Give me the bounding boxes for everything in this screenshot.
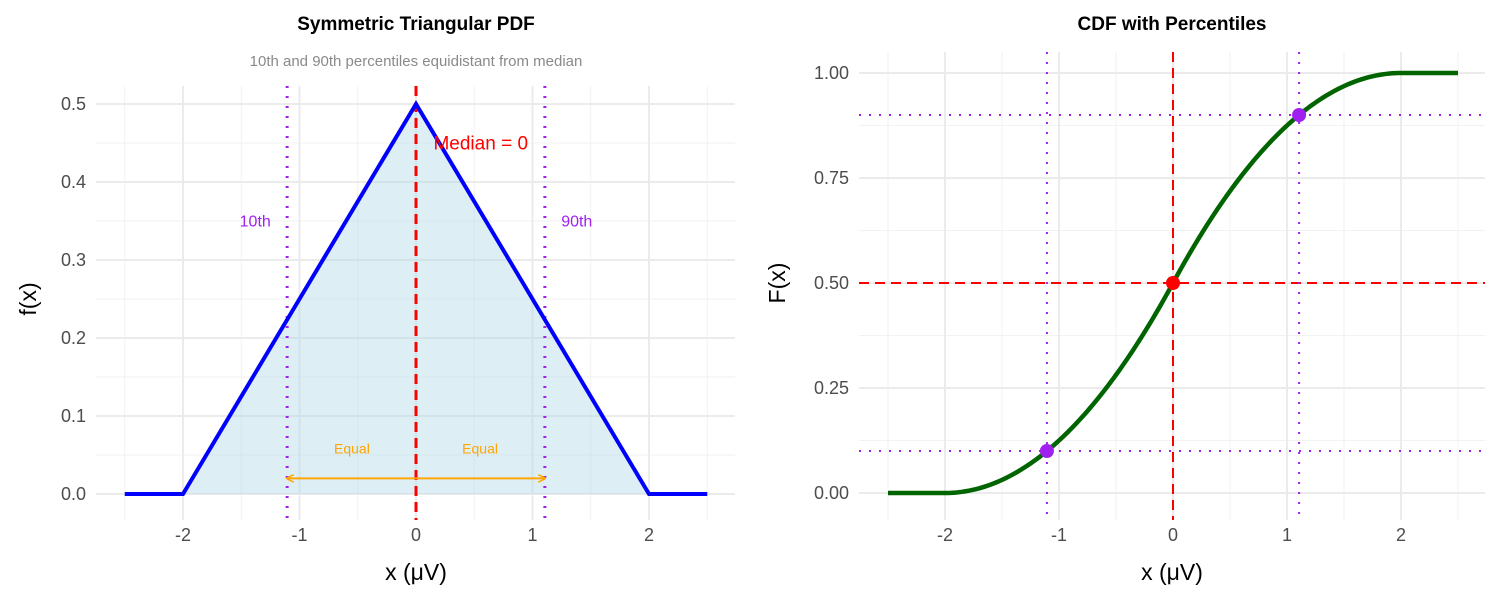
pdf-subtitle: 10th and 90th percentiles equidistant fr…	[250, 53, 583, 70]
cdf-x-axis-label: x (μV)	[1141, 559, 1203, 585]
pdf-x-axis: -2 -1 0 1 2	[175, 525, 654, 545]
cdf-x-tick-label: 1	[1282, 525, 1292, 545]
pdf-x-tick-label: 2	[644, 525, 654, 545]
pdf-x-tick-label: -2	[175, 525, 191, 545]
cdf-y-tick-label: 1.00	[814, 63, 849, 83]
cdf-y-tick-label: 0.00	[814, 483, 849, 503]
pdf-panel: Symmetric Triangular PDF 10th and 90th p…	[15, 14, 735, 585]
cdf-title: CDF with Percentiles	[1078, 14, 1267, 35]
cdf-y-axis-label: F(x)	[764, 263, 790, 304]
cdf-panel: CDF with Percentiles -2 -1 0 1 2 0.00 0.25 0.5…	[764, 14, 1485, 585]
cdf-y-axis: 0.00 0.25 0.50 0.75 1.00	[814, 63, 849, 503]
cdf-point	[1166, 276, 1180, 290]
pdf-y-axis-label: f(x)	[15, 282, 41, 315]
pdf-y-tick-label: 0.3	[61, 250, 86, 270]
cdf-x-tick-label: -1	[1051, 525, 1067, 545]
pdf-annotation: 10th	[240, 214, 271, 231]
pdf-y-tick-label: 0.5	[61, 94, 86, 114]
pdf-y-tick-label: 0.1	[61, 406, 86, 426]
cdf-x-tick-label: -2	[937, 525, 953, 545]
pdf-y-axis: 0.0 0.1 0.2 0.3 0.4 0.5	[61, 94, 86, 504]
pdf-x-tick-label: -1	[291, 525, 307, 545]
pdf-annotation: 90th	[561, 214, 592, 231]
pdf-annotation: Median = 0	[433, 134, 528, 155]
cdf-x-tick-label: 2	[1396, 525, 1406, 545]
pdf-annotation: Equal	[334, 441, 370, 457]
cdf-y-tick-label: 0.25	[814, 378, 849, 398]
pdf-x-tick-label: 0	[411, 525, 421, 545]
cdf-point	[1039, 444, 1054, 458]
pdf-x-tick-label: 1	[527, 525, 537, 545]
cdf-x-tick-label: 0	[1168, 525, 1178, 545]
pdf-annotation: Equal	[462, 441, 498, 457]
pdf-title: Symmetric Triangular PDF	[297, 14, 535, 35]
pdf-marks: Median = 0 10th 90th Equal Equal	[124, 86, 708, 520]
cdf-marks	[859, 52, 1485, 520]
cdf-x-axis: -2 -1 0 1 2	[937, 525, 1406, 545]
cdf-y-tick-label: 0.50	[814, 273, 849, 293]
pdf-y-tick-label: 0.0	[61, 484, 86, 504]
pdf-x-axis-label: x (μV)	[385, 559, 447, 585]
pdf-y-tick-label: 0.2	[61, 328, 86, 348]
pdf-y-tick-label: 0.4	[61, 172, 86, 192]
cdf-y-tick-label: 0.75	[814, 168, 849, 188]
pdf-line	[124, 100, 708, 496]
cdf-point	[1292, 108, 1307, 122]
